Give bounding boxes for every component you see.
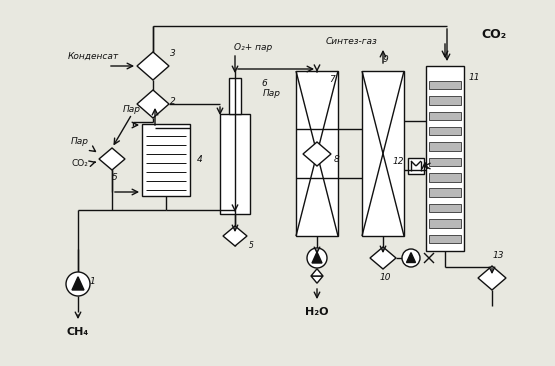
Polygon shape bbox=[223, 226, 247, 246]
Polygon shape bbox=[72, 277, 84, 290]
Text: 5: 5 bbox=[112, 172, 118, 182]
Bar bbox=[296, 71, 338, 236]
Polygon shape bbox=[311, 269, 323, 276]
Text: CO₂: CO₂ bbox=[481, 27, 507, 41]
Text: 11: 11 bbox=[468, 74, 480, 82]
Polygon shape bbox=[99, 148, 125, 170]
Text: 2: 2 bbox=[170, 97, 176, 107]
Bar bbox=[429, 204, 461, 212]
Bar bbox=[429, 142, 461, 151]
Text: 9: 9 bbox=[382, 55, 388, 63]
Text: H₂O: H₂O bbox=[305, 307, 329, 317]
Polygon shape bbox=[303, 142, 331, 166]
Text: 6: 6 bbox=[261, 78, 267, 87]
Text: Пар: Пар bbox=[71, 137, 89, 146]
Polygon shape bbox=[406, 253, 416, 262]
Text: CH₄: CH₄ bbox=[67, 327, 89, 337]
Bar bbox=[429, 219, 461, 228]
Circle shape bbox=[66, 272, 90, 296]
Text: O₂+ пар: O₂+ пар bbox=[234, 44, 272, 52]
Bar bbox=[429, 188, 461, 197]
Text: 10: 10 bbox=[379, 273, 391, 283]
Text: CO₂: CO₂ bbox=[72, 158, 88, 168]
Polygon shape bbox=[311, 276, 323, 283]
Bar bbox=[429, 81, 461, 89]
Circle shape bbox=[307, 248, 327, 268]
Polygon shape bbox=[370, 247, 396, 269]
Polygon shape bbox=[137, 90, 169, 118]
Bar bbox=[362, 71, 404, 236]
Bar bbox=[429, 96, 461, 105]
Polygon shape bbox=[137, 52, 169, 80]
Text: 5: 5 bbox=[249, 242, 254, 250]
Bar bbox=[426, 66, 464, 251]
Text: Синтез-газ: Синтез-газ bbox=[326, 37, 378, 45]
Bar bbox=[408, 158, 424, 174]
Text: 13: 13 bbox=[492, 251, 504, 261]
Text: 12: 12 bbox=[392, 157, 403, 165]
Text: 7: 7 bbox=[329, 75, 335, 83]
Polygon shape bbox=[312, 252, 322, 263]
Bar bbox=[429, 112, 461, 120]
Text: Пар: Пар bbox=[263, 90, 281, 98]
Circle shape bbox=[402, 249, 420, 267]
Text: 8: 8 bbox=[334, 154, 340, 164]
Text: 4: 4 bbox=[197, 156, 203, 164]
Bar bbox=[429, 127, 461, 135]
Bar bbox=[229, 78, 241, 114]
Bar bbox=[429, 235, 461, 243]
Text: 1: 1 bbox=[89, 277, 95, 287]
Bar bbox=[142, 124, 190, 196]
Polygon shape bbox=[478, 266, 506, 290]
Bar bbox=[429, 158, 461, 166]
Text: Конденсат: Конденсат bbox=[68, 52, 119, 60]
Text: 3: 3 bbox=[170, 49, 176, 59]
Bar bbox=[220, 114, 250, 214]
Text: Пар: Пар bbox=[123, 105, 141, 113]
Bar bbox=[429, 173, 461, 182]
